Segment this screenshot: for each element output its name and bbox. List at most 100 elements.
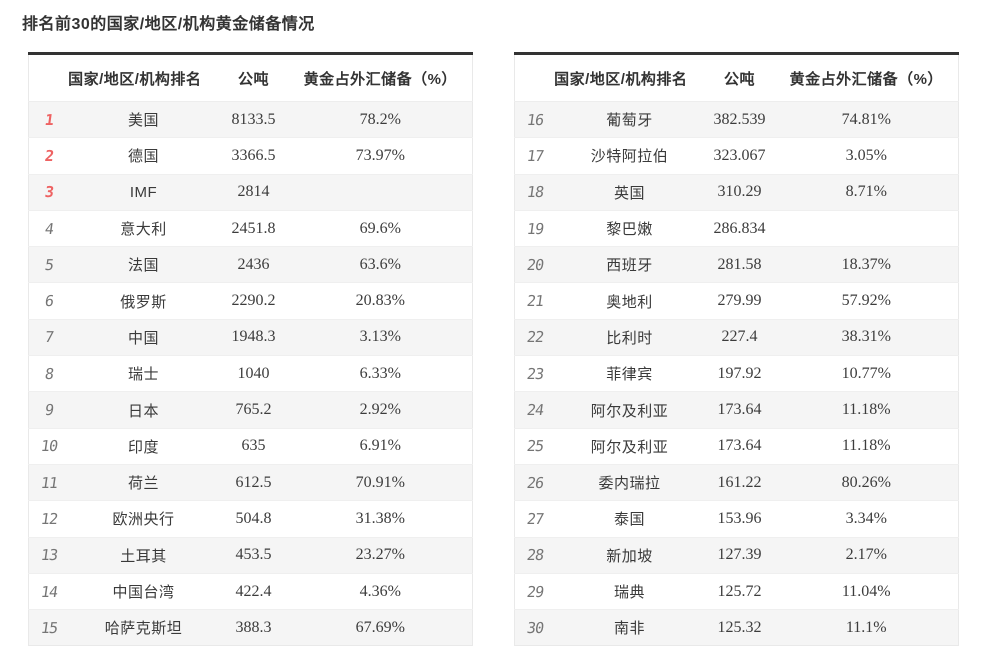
table-row: 26 委内瑞拉 161.22 80.26% <box>514 464 959 502</box>
country-name: 美国 <box>68 101 219 139</box>
country-name: 阿尔及利亚 <box>554 391 705 429</box>
pct-of-reserves-value: 2.92% <box>288 391 473 429</box>
country-name: 黎巴嫩 <box>554 210 705 248</box>
pct-of-reserves-value <box>774 210 959 248</box>
pct-of-reserves-value: 20.83% <box>288 282 473 320</box>
rank-number: 22 <box>525 328 545 347</box>
pct-of-reserves-value: 31.38% <box>288 500 473 538</box>
rank-cell: 11 <box>28 464 69 502</box>
tonnes-value: 153.96 <box>704 500 775 538</box>
table-row: 1 美国 8133.5 78.2% <box>28 101 473 139</box>
pct-of-reserves-value: 23.27% <box>288 537 473 574</box>
pct-of-reserves-value <box>288 174 473 211</box>
pct-of-reserves-value: 63.6% <box>288 246 473 284</box>
pct-of-reserves-value: 74.81% <box>774 101 959 139</box>
table-row: 23 菲律宾 197.92 10.77% <box>514 355 959 393</box>
country-name: 阿尔及利亚 <box>554 428 705 465</box>
rank-number: 4 <box>43 219 55 238</box>
pct-of-reserves-value: 80.26% <box>774 464 959 502</box>
table-header: 国家/地区/机构排名 公吨 黄金占外汇储备（%） <box>28 53 473 102</box>
rank-number: 29 <box>525 582 545 601</box>
rank-number: 17 <box>525 146 545 165</box>
table-row: 10 印度 635 6.91% <box>28 428 473 465</box>
rank-number: 2 <box>43 146 55 165</box>
table-row: 17 沙特阿拉伯 323.067 3.05% <box>514 137 959 175</box>
country-name: 沙特阿拉伯 <box>554 137 705 175</box>
country-name: 奥地利 <box>554 282 705 320</box>
table-row: 12 欧洲央行 504.8 31.38% <box>28 500 473 538</box>
rank-cell: 27 <box>514 500 555 538</box>
pct-of-reserves-value: 3.05% <box>774 137 959 175</box>
country-name: 土耳其 <box>68 537 219 574</box>
rank-number: 26 <box>525 473 545 492</box>
rank-cell: 7 <box>28 319 69 357</box>
tonnes-value: 612.5 <box>218 464 289 502</box>
table-row: 13 土耳其 453.5 23.27% <box>28 537 473 574</box>
gold-table-ranks-1-15: 国家/地区/机构排名 公吨 黄金占外汇储备（%） 1 美国 8133.5 78.… <box>28 52 473 647</box>
tonnes-value: 422.4 <box>218 573 289 611</box>
table-row: 9 日本 765.2 2.92% <box>28 391 473 429</box>
gold-reserves-tables: 国家/地区/机构排名 公吨 黄金占外汇储备（%） 1 美国 8133.5 78.… <box>28 52 959 647</box>
header-row: 国家/地区/机构排名 公吨 黄金占外汇储备（%） <box>28 53 473 102</box>
rank-cell: 22 <box>514 319 555 357</box>
table-row: 5 法国 2436 63.6% <box>28 246 473 284</box>
country-name: 中国台湾 <box>68 573 219 611</box>
table-row: 22 比利时 227.4 38.31% <box>514 319 959 357</box>
country-name: 法国 <box>68 246 219 284</box>
header-pct: 黄金占外汇储备（%） <box>774 53 959 102</box>
tonnes-value: 286.834 <box>704 210 775 248</box>
rank-cell: 6 <box>28 282 69 320</box>
rank-number: 8 <box>43 364 55 383</box>
rank-cell: 3 <box>28 174 69 211</box>
tonnes-value: 173.64 <box>704 428 775 465</box>
tonnes-value: 323.067 <box>704 137 775 175</box>
pct-of-reserves-value: 18.37% <box>774 246 959 284</box>
tonnes-value: 2290.2 <box>218 282 289 320</box>
country-name: 西班牙 <box>554 246 705 284</box>
table-row: 8 瑞士 1040 6.33% <box>28 355 473 393</box>
table-row: 11 荷兰 612.5 70.91% <box>28 464 473 502</box>
country-name: 印度 <box>68 428 219 465</box>
rank-number: 27 <box>525 509 545 528</box>
rank-number: 19 <box>525 219 545 238</box>
rank-cell: 13 <box>28 537 69 574</box>
table-body-right: 16 葡萄牙 382.539 74.81% 17 沙特阿拉伯 323.067 3… <box>514 101 959 646</box>
rank-cell: 9 <box>28 391 69 429</box>
tonnes-value: 173.64 <box>704 391 775 429</box>
tonnes-value: 125.32 <box>717 618 762 636</box>
rank-cell: 29 <box>514 573 555 611</box>
country-name: 日本 <box>68 391 219 429</box>
country-name: 菲律宾 <box>554 355 705 393</box>
rank-cell: 14 <box>28 573 69 611</box>
tonnes-value: 388.3 <box>235 618 272 636</box>
pct-of-reserves-value: 8.71% <box>774 174 959 211</box>
tonnes-value: 279.99 <box>704 282 775 320</box>
table-row: 7 中国 1948.3 3.13% <box>28 319 473 357</box>
table-row: 27 泰国 153.96 3.34% <box>514 500 959 538</box>
pct-of-reserves-value: 78.2% <box>288 101 473 139</box>
pct-of-reserves-value: 6.91% <box>288 428 473 465</box>
rank-cell: 28 <box>514 537 555 574</box>
country-name: 荷兰 <box>68 464 219 502</box>
table-row: 28 新加坡 127.39 2.17% <box>514 537 959 574</box>
rank-number: 13 <box>39 546 59 565</box>
header-tonnes: 公吨 <box>218 53 289 102</box>
rank-number: 9 <box>43 401 55 420</box>
rank-number: 28 <box>525 546 545 565</box>
tonnes-value: 197.92 <box>704 355 775 393</box>
rank-cell: 5 <box>28 246 69 284</box>
table-row: 24 阿尔及利亚 173.64 11.18% <box>514 391 959 429</box>
tonnes-value: 2814 <box>218 174 289 211</box>
rank-cell: 21 <box>514 282 555 320</box>
pct-of-reserves-value: 57.92% <box>774 282 959 320</box>
rank-number: 1 <box>43 110 55 129</box>
tonnes-value: 227.4 <box>704 319 775 357</box>
tonnes-value: 453.5 <box>218 537 289 574</box>
rank-cell: 24 <box>514 391 555 429</box>
tonnes-value: 281.58 <box>704 246 775 284</box>
country-name: 泰国 <box>554 500 705 538</box>
rank-number: 7 <box>43 328 55 347</box>
country-name: 新加坡 <box>554 537 705 574</box>
tonnes-value: 3366.5 <box>218 137 289 175</box>
tonnes-value: 382.539 <box>704 101 775 139</box>
